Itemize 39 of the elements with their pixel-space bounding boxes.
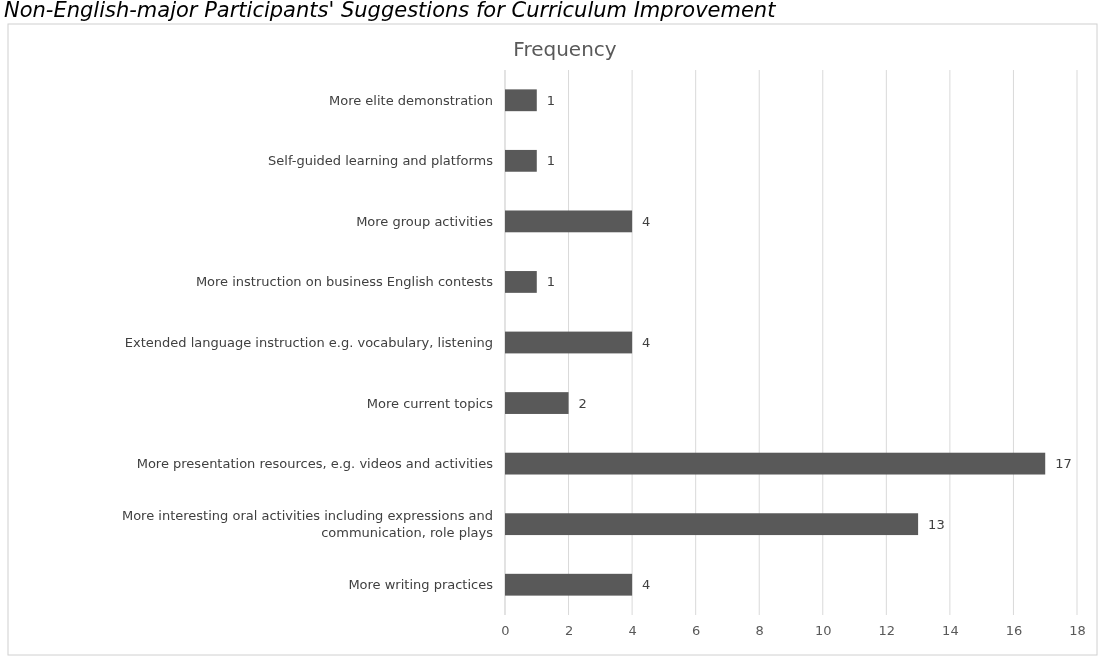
x-tick-label: 18 (1069, 623, 1086, 638)
bar (505, 392, 569, 414)
data-label: 13 (928, 516, 945, 532)
y-tick-label: More interesting oral activities including expressions and communication, role plays (121, 508, 494, 541)
x-tick-label: 4 (628, 623, 637, 638)
y-tick-label: More group activities (356, 213, 494, 229)
y-tick-label: Self-guided learning and platforms (268, 153, 494, 169)
y-tick-label: More elite demonstration (329, 92, 493, 108)
x-tick-label: 10 (815, 623, 832, 638)
text: Non-English-major Participants' Suggestions for Curriculum Improvement (4, 0, 777, 22)
y-tick-label: More presentation resources, e.g. videos and activities (136, 456, 494, 472)
chart-title: Frequency (513, 37, 617, 61)
data-label: 4 (642, 335, 651, 351)
x-tick-label: 6 (692, 623, 701, 638)
x-tick-label: 2 (564, 623, 574, 638)
data-label: 1 (546, 153, 556, 169)
bar (505, 271, 537, 293)
data-label: 1 (546, 274, 556, 290)
bar (505, 452, 1046, 475)
data-label: 17 (1055, 456, 1072, 472)
bar (505, 210, 633, 233)
x-tick-label: 12 (878, 623, 896, 638)
y-tick-label: More instruction on business English contests (195, 274, 494, 290)
data-label: 4 (642, 213, 651, 229)
x-tick-label: 8 (755, 623, 764, 638)
y-tick-label: Extended language instruction e.g. vocabulary, listening (124, 335, 493, 351)
x-tick-label: 14 (942, 623, 959, 638)
data-label: 1 (546, 92, 556, 108)
bar (505, 149, 537, 172)
bar (505, 573, 633, 596)
x-tick-label: 16 (1005, 623, 1023, 638)
bar (505, 513, 919, 536)
bar (505, 89, 537, 112)
y-tick-label: More current topics (366, 395, 494, 411)
data-label: 4 (642, 577, 651, 593)
data-label: 2 (578, 395, 587, 411)
x-tick-label: 0 (501, 623, 510, 638)
y-tick-label: More writing practices (348, 577, 494, 593)
bar (505, 331, 633, 354)
